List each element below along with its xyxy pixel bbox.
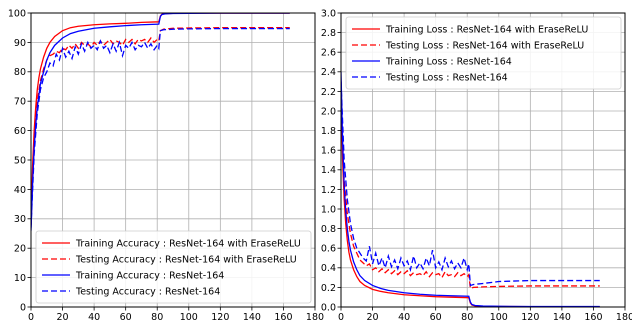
series-group — [341, 71, 600, 307]
legend-label: Training Loss : ResNet-164 with EraseReL… — [385, 24, 588, 35]
x-tick-label: 120 — [521, 312, 539, 320]
y-tick-label: 70 — [14, 97, 26, 108]
y-tick-label: 3.0 — [321, 8, 336, 19]
x-tick-label: 40 — [88, 312, 100, 320]
legend: Training Loss : ResNet-164 with EraseReL… — [345, 16, 622, 90]
y-tick-label: 0 — [20, 302, 26, 313]
series-line-2 — [31, 27, 290, 225]
y-tick-label: 2.2 — [321, 87, 336, 98]
y-tick-label: 2.0 — [321, 106, 336, 117]
series-line-3 — [341, 71, 600, 307]
legend: Training Accuracy : ResNet-164 with Eras… — [35, 230, 312, 304]
series-line-1 — [31, 13, 290, 225]
y-tick-label: 0.6 — [321, 244, 336, 255]
series-group — [31, 13, 290, 231]
series-line-2 — [341, 91, 600, 290]
series-line-3 — [31, 13, 290, 231]
legend-frame — [35, 230, 312, 304]
chart-panel-2: 0 20 40 60 80 100 120 140 160 180 0.0 0.2 0.4 0.6 0.8 1… — [321, 8, 632, 320]
y-tick-label: 2.8 — [321, 28, 336, 39]
x-tick-label: 120 — [211, 312, 229, 320]
x-tick-label: 40 — [398, 312, 410, 320]
x-tick-label: 100 — [180, 312, 198, 320]
y-tick-label: 30 — [14, 214, 26, 225]
y-tick-label: 10 — [14, 273, 26, 284]
x-tick-label: 180 — [306, 312, 324, 320]
y-tick-label: 80 — [14, 67, 26, 78]
legend-frame — [345, 16, 622, 90]
legend-label: Training Accuracy : ResNet-164 with Eras… — [75, 238, 301, 249]
y-tick-label: 0.4 — [321, 263, 336, 274]
x-tick-label: 80 — [461, 312, 473, 320]
y-tick-label: 90 — [14, 38, 26, 49]
x-tick-label: 20 — [57, 312, 69, 320]
x-tick-label: 160 — [274, 312, 292, 320]
series-line-4 — [31, 27, 290, 228]
y-tick-label: 20 — [14, 244, 26, 255]
y-tick-label: 1.0 — [321, 204, 336, 215]
legend-label: Testing Loss : ResNet-164 — [385, 72, 508, 83]
y-tick-label: 0.2 — [321, 283, 336, 294]
y-tick-label: 1.6 — [321, 146, 336, 157]
legend-label: Testing Accuracy : ResNet-164 with Erase… — [75, 254, 297, 265]
y-tick-label: 1.8 — [321, 126, 336, 137]
x-tick-label: 140 — [243, 312, 261, 320]
x-tick-label: 0 — [28, 312, 34, 320]
x-tick-label: 0 — [338, 312, 344, 320]
legend-label: Testing Accuracy : ResNet-164 — [75, 286, 220, 297]
x-tick-label: 60 — [430, 312, 442, 320]
x-tick-label: 20 — [367, 312, 379, 320]
y-tick-label: 2.6 — [321, 48, 336, 59]
y-tick-label: 1.4 — [321, 165, 336, 176]
x-tick-label: 180 — [616, 312, 632, 320]
y-tick-label: 1.2 — [321, 185, 336, 196]
legend-label: Training Accuracy : ResNet-164 — [75, 270, 224, 281]
series-line-4 — [341, 81, 600, 287]
x-tick-label: 140 — [553, 312, 571, 320]
plot-frame — [340, 12, 626, 308]
y-tick-label: 0.0 — [321, 302, 336, 313]
y-tick-label: 50 — [14, 155, 26, 166]
legend-label: Testing Loss : ResNet-164 with EraseReLU — [385, 40, 584, 51]
y-tick-label: 40 — [14, 185, 26, 196]
y-tick-label: 0.8 — [321, 224, 336, 235]
series-line-1 — [341, 81, 600, 307]
x-tick-label: 160 — [584, 312, 602, 320]
y-tick-label: 100 — [8, 8, 26, 19]
y-tick-label: 2.4 — [321, 67, 336, 78]
x-tick-label: 60 — [120, 312, 132, 320]
chart-panel-1: 0 20 40 60 80 100 120 140 160 180 0 10 20 30 40 50 60 70 8… — [8, 8, 324, 320]
x-tick-label: 80 — [151, 312, 163, 320]
legend-label: Training Loss : ResNet-164 — [385, 56, 512, 67]
y-tick-label: 60 — [14, 126, 26, 137]
x-tick-label: 100 — [490, 312, 508, 320]
